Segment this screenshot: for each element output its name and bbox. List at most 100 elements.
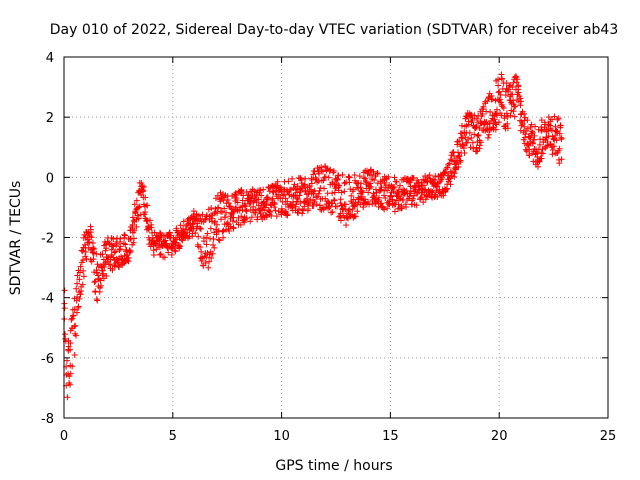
data-point	[90, 256, 97, 263]
data-point	[348, 192, 355, 199]
x-axis-label: GPS time / hours	[275, 458, 392, 474]
data-point	[157, 250, 164, 257]
data-point	[514, 76, 521, 83]
data-point	[391, 174, 398, 181]
data-point	[213, 231, 220, 238]
data-point	[80, 273, 87, 280]
data-point	[144, 202, 151, 209]
data-point	[384, 187, 391, 194]
data-point	[129, 214, 136, 221]
data-point	[229, 217, 236, 224]
data-point	[487, 109, 494, 116]
data-point	[241, 219, 248, 226]
data-point	[503, 80, 510, 87]
data-point	[195, 212, 202, 219]
data-point	[434, 194, 441, 201]
data-point	[150, 247, 157, 254]
data-point	[393, 178, 400, 185]
data-point	[509, 91, 516, 98]
data-point	[80, 267, 87, 274]
data-point	[108, 246, 115, 253]
data-point	[480, 103, 487, 110]
data-point	[346, 174, 353, 181]
data-point	[73, 309, 80, 316]
y-tick-label: -2	[41, 232, 54, 247]
data-point	[75, 304, 82, 311]
data-point	[250, 198, 257, 205]
data-point	[345, 173, 352, 180]
data-point	[230, 214, 237, 221]
data-point	[468, 134, 475, 141]
data-point	[96, 288, 103, 295]
data-point	[74, 280, 81, 287]
data-point	[335, 172, 342, 179]
data-point	[527, 134, 534, 141]
data-point	[237, 221, 244, 228]
data-point	[97, 277, 104, 284]
data-point	[436, 189, 443, 196]
data-point	[70, 312, 77, 319]
data-point	[197, 255, 204, 262]
data-point	[71, 352, 78, 359]
data-point	[443, 166, 450, 173]
data-point	[146, 217, 153, 224]
y-tick-label: -4	[41, 292, 54, 307]
data-point	[247, 199, 254, 206]
data-point	[445, 161, 452, 168]
data-point	[550, 136, 557, 143]
data-point	[365, 189, 372, 196]
data-point	[176, 242, 183, 249]
data-point	[296, 192, 303, 199]
data-point	[335, 213, 342, 220]
data-point	[260, 186, 267, 193]
data-point	[507, 112, 514, 119]
data-point	[67, 370, 74, 377]
data-point	[460, 145, 467, 152]
data-point	[509, 84, 516, 91]
data-point	[484, 98, 491, 105]
data-point	[479, 111, 486, 118]
data-point	[311, 168, 318, 175]
data-point	[495, 119, 502, 126]
data-point	[370, 168, 377, 175]
data-point	[266, 208, 273, 215]
data-point	[337, 217, 344, 224]
data-point	[337, 196, 344, 203]
data-point	[140, 187, 147, 194]
data-point	[94, 297, 101, 304]
x-tick-label: 20	[491, 429, 508, 444]
y-tick-label: 4	[46, 51, 54, 66]
data-point	[226, 228, 233, 235]
data-point	[381, 206, 388, 213]
chart-title: Day 010 of 2022, Sidereal Day-to-day VTE…	[50, 22, 619, 38]
data-point	[371, 176, 378, 183]
data-point	[76, 276, 83, 283]
data-point	[214, 221, 221, 228]
data-point	[313, 194, 320, 201]
data-point	[98, 282, 105, 289]
data-point	[196, 225, 203, 232]
data-point	[214, 192, 221, 199]
data-point	[67, 346, 74, 353]
data-point	[326, 204, 333, 211]
data-point	[310, 191, 317, 198]
data-point	[285, 178, 292, 185]
data-point	[358, 193, 365, 200]
data-point	[231, 208, 238, 215]
data-point	[553, 137, 560, 144]
data-point	[234, 199, 241, 206]
data-point	[192, 217, 199, 224]
data-point	[379, 203, 386, 210]
data-point	[334, 203, 341, 210]
data-point	[63, 357, 70, 364]
data-point	[93, 250, 100, 257]
data-point	[330, 196, 337, 203]
data-point	[131, 201, 138, 208]
data-point	[218, 216, 225, 223]
data-point	[252, 209, 259, 216]
tick-labels: 0 5 10 15 20 25 -8 -6 -4 -2 0 2 4	[41, 51, 616, 444]
data-point	[295, 196, 302, 203]
data-point	[130, 217, 137, 224]
data-point	[532, 123, 539, 130]
